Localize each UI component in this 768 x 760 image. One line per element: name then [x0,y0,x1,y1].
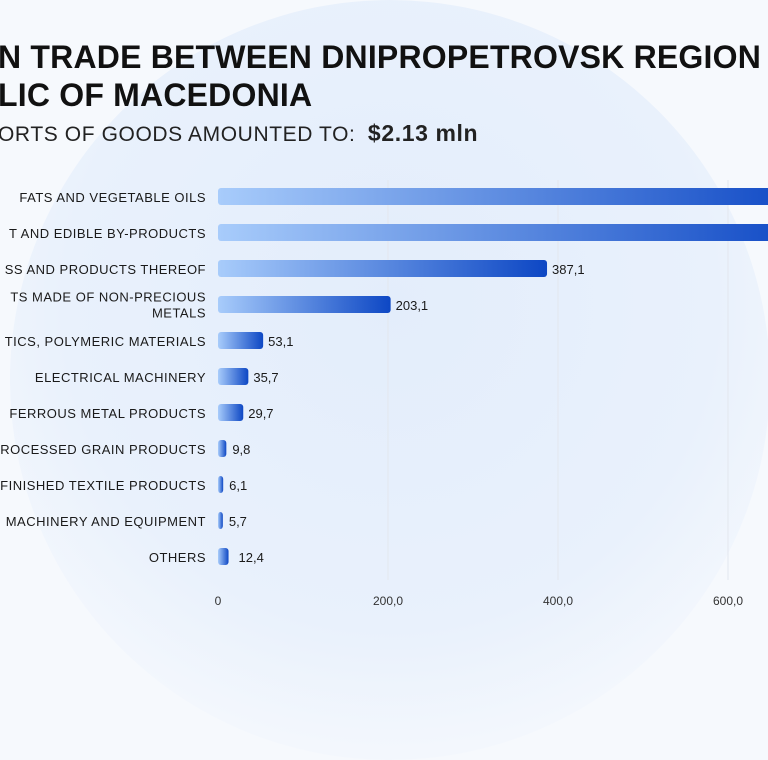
bar [218,260,548,277]
category-label: ELECTRICAL MACHINERY [35,370,206,385]
data-labels: 387,1 203,1 53,1 35,7 29,7 9,8 6,1 5,7 12,4 [229,262,585,565]
bar [218,512,223,529]
category-labels: FATS AND VEGETABLE OILS T AND EDIBLE BY-P… [0,190,206,565]
data-label: 53,1 [268,334,293,349]
subtitle-amount: $2.13 mln [367,120,479,146]
data-label: 5,7 [229,514,247,529]
chart-title: N TRADE BETWEEN DNIPROPETROVSK REGION LI… [0,38,768,114]
category-label: ROCESSED GRAIN PRODUCTS [0,442,206,457]
x-tick-label: 400,0 [543,594,573,608]
category-label: FERROUS METAL PRODUCTS [9,406,206,421]
x-axis-ticks: 0 200,0 400,0 600,0 [215,594,744,608]
bar [218,404,244,421]
title-line-2: LIC OF MACEDONIA [0,77,313,113]
category-label: TICS, POLYMERIC MATERIALS [5,334,206,349]
background-circle [10,0,768,760]
data-label: 387,1 [552,262,585,277]
bars [218,188,768,565]
bar-chart: FATS AND VEGETABLE OILS T AND EDIBLE BY-P… [0,180,768,608]
bar [218,440,227,457]
bar [218,188,768,205]
bar [218,332,264,349]
category-label: SS AND PRODUCTS THEREOF [5,262,206,277]
chart-subtitle: ORTS OF GOODS AMOUNTED TO: $2.13 mln [0,120,478,147]
category-label: FATS AND VEGETABLE OILS [19,190,206,205]
category-label: TS MADE OF NON-PRECIOUS METALS [10,290,206,321]
x-tick-label: 600,0 [713,594,743,608]
data-label: 203,1 [396,298,429,313]
data-label: 9,8 [232,442,250,457]
subtitle-label: ORTS OF GOODS AMOUNTED TO: [0,123,356,146]
category-label: T AND EDIBLE BY-PRODUCTS [9,226,206,241]
category-label: FINISHED TEXTILE PRODUCTS [0,478,206,493]
data-label: 35,7 [253,370,278,385]
grid-lines [387,180,729,580]
data-label: 12,4 [239,550,264,565]
data-label: 6,1 [229,478,247,493]
bar [218,476,224,493]
data-label: 29,7 [248,406,273,421]
x-tick-label: 200,0 [373,594,403,608]
bar [218,548,229,565]
bar [218,368,249,385]
bar [218,224,768,241]
category-label: OTHERS [149,550,206,565]
x-tick-label: 0 [215,594,222,608]
title-line-1: N TRADE BETWEEN DNIPROPETROVSK REGION [0,39,762,75]
bar [218,296,391,313]
category-label: MACHINERY AND EQUIPMENT [6,514,206,529]
